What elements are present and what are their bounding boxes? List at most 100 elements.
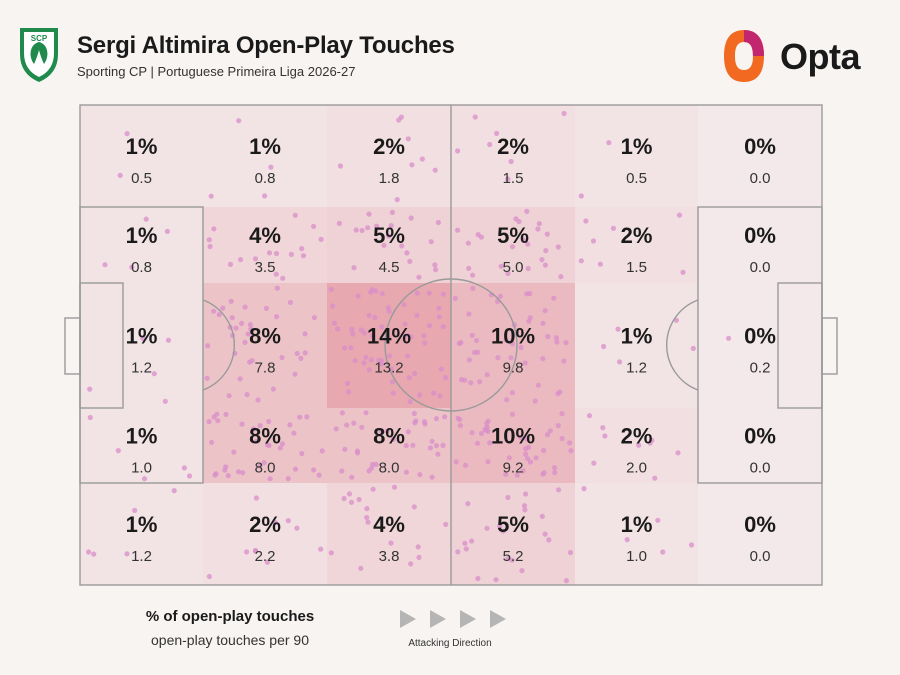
touch-dot bbox=[680, 269, 686, 275]
zone-pct-label: 8% bbox=[249, 324, 281, 349]
zone-per90-label: 0.8 bbox=[255, 170, 276, 187]
touch-dot bbox=[540, 356, 546, 362]
zone-pct-label: 1% bbox=[126, 424, 158, 449]
touch-dot bbox=[551, 465, 558, 471]
zone-cell bbox=[203, 483, 327, 585]
right-goal bbox=[821, 317, 838, 375]
touch-dot bbox=[242, 304, 248, 310]
touch-dot bbox=[647, 440, 653, 446]
touch-dot bbox=[556, 487, 562, 493]
zone-base bbox=[80, 283, 203, 408]
zone-per90-label: 1.2 bbox=[626, 360, 647, 377]
touch-dot bbox=[519, 568, 525, 574]
touch-dot bbox=[452, 295, 458, 301]
touch-dot bbox=[469, 538, 475, 544]
zone-per90-label: 2.2 bbox=[255, 548, 276, 565]
touch-dot bbox=[87, 386, 93, 392]
touch-dot bbox=[442, 414, 448, 420]
touch-dot bbox=[206, 573, 212, 580]
touch-dot bbox=[437, 393, 443, 399]
touch-dot bbox=[223, 411, 229, 417]
zone-per90-label: 3.8 bbox=[379, 548, 400, 565]
touch-dot bbox=[263, 305, 269, 311]
touch-dot bbox=[523, 451, 529, 457]
zone-pct-label: 0% bbox=[744, 424, 776, 449]
touch-dot bbox=[540, 320, 546, 326]
touch-dot bbox=[337, 163, 344, 169]
touch-dot bbox=[143, 216, 149, 222]
touch-dot bbox=[331, 320, 338, 326]
right-penalty-arc bbox=[666, 299, 699, 391]
touch-dot bbox=[339, 410, 345, 416]
zone-per90-label: 0.8 bbox=[131, 259, 152, 276]
touch-dot bbox=[403, 443, 409, 449]
touch-dot bbox=[509, 341, 516, 347]
touch-dot bbox=[503, 471, 509, 477]
touch-dot bbox=[466, 357, 472, 363]
touch-dot bbox=[617, 359, 623, 365]
touch-dot bbox=[302, 350, 308, 356]
touch-dot bbox=[458, 339, 464, 346]
touch-dot bbox=[242, 339, 248, 345]
touch-dot bbox=[516, 218, 522, 225]
touch-dot bbox=[233, 325, 239, 331]
touch-dot bbox=[525, 265, 531, 272]
zone-base bbox=[80, 408, 203, 483]
touch-dot bbox=[311, 315, 317, 321]
zone-per90-label: 0.2 bbox=[750, 360, 771, 377]
zone-pct-label: 1% bbox=[621, 512, 653, 537]
touch-dot bbox=[225, 473, 231, 479]
touch-dot bbox=[181, 465, 187, 471]
touch-dot bbox=[299, 450, 305, 457]
zone-cell bbox=[327, 105, 451, 207]
touch-dot bbox=[518, 344, 524, 351]
touch-dot bbox=[274, 314, 280, 320]
attacking-direction-label: Attacking Direction bbox=[408, 638, 492, 649]
touch-dot bbox=[457, 422, 463, 429]
touch-dot bbox=[231, 449, 237, 455]
touch-dot bbox=[440, 324, 446, 330]
touch-dot bbox=[359, 424, 365, 430]
zone-per90-label: 5.0 bbox=[503, 259, 524, 276]
touch-dot bbox=[273, 271, 279, 277]
touch-dot bbox=[578, 193, 584, 199]
left-goal bbox=[64, 317, 81, 375]
touch-dot bbox=[524, 456, 531, 462]
touch-dot bbox=[298, 355, 304, 361]
touch-dot bbox=[478, 430, 485, 437]
touch-dot bbox=[675, 450, 681, 456]
touch-dot bbox=[404, 250, 410, 256]
touch-dot bbox=[433, 267, 439, 273]
zone-pct-label: 5% bbox=[373, 223, 405, 248]
touch-dot bbox=[292, 466, 299, 472]
touch-dot bbox=[581, 486, 587, 492]
touch-dot bbox=[524, 208, 530, 214]
touch-dot bbox=[540, 471, 546, 477]
touch-dot bbox=[253, 495, 259, 501]
touch-dot bbox=[559, 435, 565, 442]
zone-pct-label: 0% bbox=[744, 223, 776, 248]
touch-dot bbox=[455, 549, 461, 555]
touch-dot bbox=[264, 442, 271, 448]
touch-dot bbox=[405, 429, 411, 435]
touch-dot bbox=[433, 416, 439, 422]
touch-dot bbox=[266, 418, 272, 425]
touch-dot bbox=[509, 244, 516, 250]
touch-dot bbox=[361, 330, 367, 336]
badge-text: SCP bbox=[31, 34, 48, 43]
touch-dot bbox=[359, 227, 365, 234]
touch-dot bbox=[352, 358, 358, 364]
touch-dot bbox=[363, 354, 369, 360]
zone-cell bbox=[451, 483, 575, 585]
touch-dot bbox=[402, 321, 408, 327]
touch-dot bbox=[285, 518, 291, 524]
touch-dot bbox=[583, 218, 589, 224]
zone-per90-label: 9.8 bbox=[503, 360, 524, 377]
touch-dot bbox=[244, 392, 250, 398]
touch-dot bbox=[379, 291, 385, 297]
zone-pct-label: 5% bbox=[497, 223, 529, 248]
touch-dot bbox=[523, 446, 529, 452]
touch-dot bbox=[277, 445, 283, 451]
zone-base bbox=[451, 105, 575, 207]
touch-dot bbox=[568, 448, 574, 454]
